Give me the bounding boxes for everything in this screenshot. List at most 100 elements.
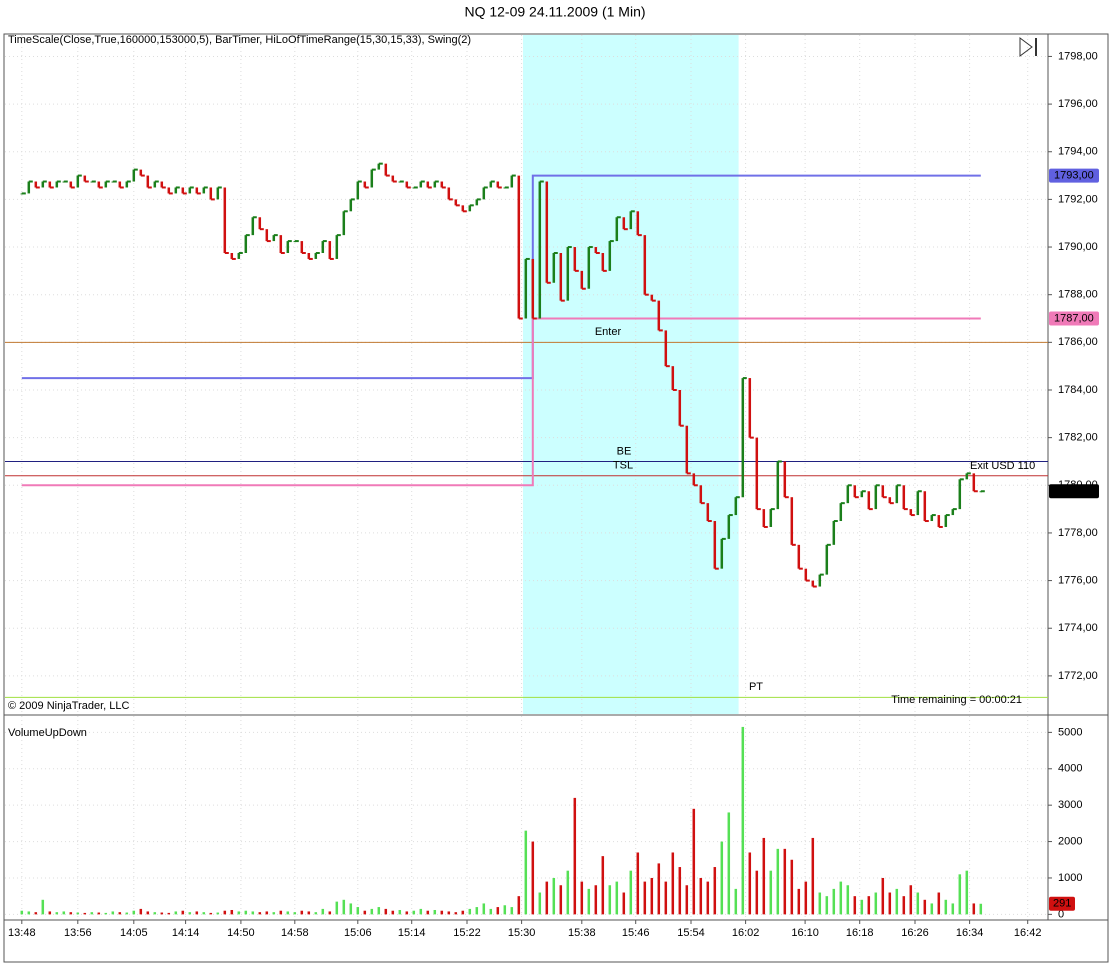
volume-bar (230, 909, 234, 915)
x-tick-label: 14:58 (281, 927, 309, 939)
volume-bar (370, 908, 374, 915)
volume-bar (923, 899, 927, 915)
price-bar (825, 543, 831, 575)
volume-bar (41, 899, 45, 915)
volume-bar (538, 892, 542, 915)
volume-bar (160, 912, 164, 915)
volume-bar (853, 896, 857, 915)
price-bar (811, 580, 817, 588)
volume-bar (734, 888, 738, 915)
volume-bar (489, 908, 493, 915)
volume-bar (377, 907, 381, 915)
volume-bar (510, 907, 514, 915)
volume-bar (965, 870, 969, 915)
x-tick-label: 14:50 (227, 927, 255, 939)
volume-bar (307, 911, 311, 915)
x-tick-label: 15:46 (622, 927, 650, 939)
volume-bar (552, 877, 556, 915)
price-bar (979, 490, 985, 493)
x-tick-label: 15:22 (453, 927, 481, 939)
price-bar (475, 198, 481, 206)
volume-bar (426, 910, 430, 915)
volume-bar (251, 911, 255, 915)
volume-bar (55, 912, 59, 915)
volume-bar (335, 901, 339, 915)
price-bar (188, 186, 194, 194)
volume-bar (916, 892, 920, 915)
volume-bar (20, 910, 24, 915)
price-bar (762, 509, 768, 528)
volume-bar (832, 888, 836, 915)
price-bar (237, 251, 243, 259)
price-bar (888, 497, 894, 505)
price-bar (846, 484, 852, 504)
price-bar (111, 180, 117, 183)
price-bar (328, 241, 334, 260)
volume-bar (202, 912, 206, 915)
volume-bar (349, 903, 353, 915)
volume-bar (244, 910, 248, 915)
volume-bar (153, 912, 157, 915)
volume-bar (594, 885, 598, 915)
price-bar (615, 216, 621, 242)
price-bar (279, 235, 285, 254)
volume-bar (650, 877, 654, 915)
volume-bar (111, 911, 115, 915)
volume-bar (664, 881, 668, 915)
y-tick-label: 1792,00 (1058, 193, 1098, 205)
price-bar (202, 186, 208, 194)
volume-bar (419, 908, 423, 915)
volume-bar (790, 859, 794, 915)
price-bar (258, 217, 264, 231)
frame (3, 33, 1109, 963)
y-tick-label: 1790,00 (1058, 241, 1098, 253)
price-bar (55, 180, 61, 188)
y-tick-label: 1796,00 (1058, 98, 1098, 110)
price-bar (405, 181, 411, 189)
volume-bar (62, 911, 66, 915)
indicator-label: TimeScale(Close,True,160000,153000,5), B… (8, 34, 471, 46)
x-tick-label: 16:18 (846, 927, 874, 939)
volume-bar (685, 885, 689, 915)
price-bar (594, 247, 600, 254)
price-bar (713, 521, 719, 570)
price-bar (97, 181, 103, 189)
volume-bar (643, 881, 647, 915)
price-bar (832, 520, 838, 545)
price-bar (741, 377, 747, 498)
price-bar (944, 514, 950, 527)
price-bar (958, 478, 964, 510)
price-bar (622, 217, 628, 231)
x-tick-label: 15:30 (508, 927, 536, 939)
volume-bar (517, 896, 521, 915)
volume-bar (979, 903, 983, 915)
price-bar (349, 198, 355, 212)
volume-bar (783, 848, 787, 915)
price-bar (223, 187, 229, 254)
x-tick-label: 15:54 (677, 927, 705, 939)
volume-bar (678, 867, 682, 915)
volume-bar (300, 910, 304, 915)
price-bar (608, 240, 614, 271)
volume-bar (118, 912, 122, 915)
play-icon[interactable] (1019, 37, 1037, 57)
price-bar (153, 180, 159, 188)
volume-bar (769, 870, 773, 915)
volume-bar (398, 909, 402, 915)
price-bar (489, 180, 495, 188)
price-marker (1049, 168, 1099, 183)
price-bar (923, 491, 929, 523)
volume-label: VolumeUpDown (8, 727, 87, 739)
volume-bar (216, 912, 220, 915)
volume-bar (174, 911, 178, 915)
x-tick-label: 15:38 (568, 927, 596, 939)
volume-bar (776, 848, 780, 915)
volume-bar (881, 877, 885, 915)
volume-bar (272, 912, 276, 915)
volume-bar (825, 896, 829, 915)
price-bar (580, 270, 586, 290)
volume-bar (475, 907, 479, 915)
price-bar (531, 258, 537, 320)
volume-bar (657, 863, 661, 915)
volume-bar (958, 874, 962, 915)
